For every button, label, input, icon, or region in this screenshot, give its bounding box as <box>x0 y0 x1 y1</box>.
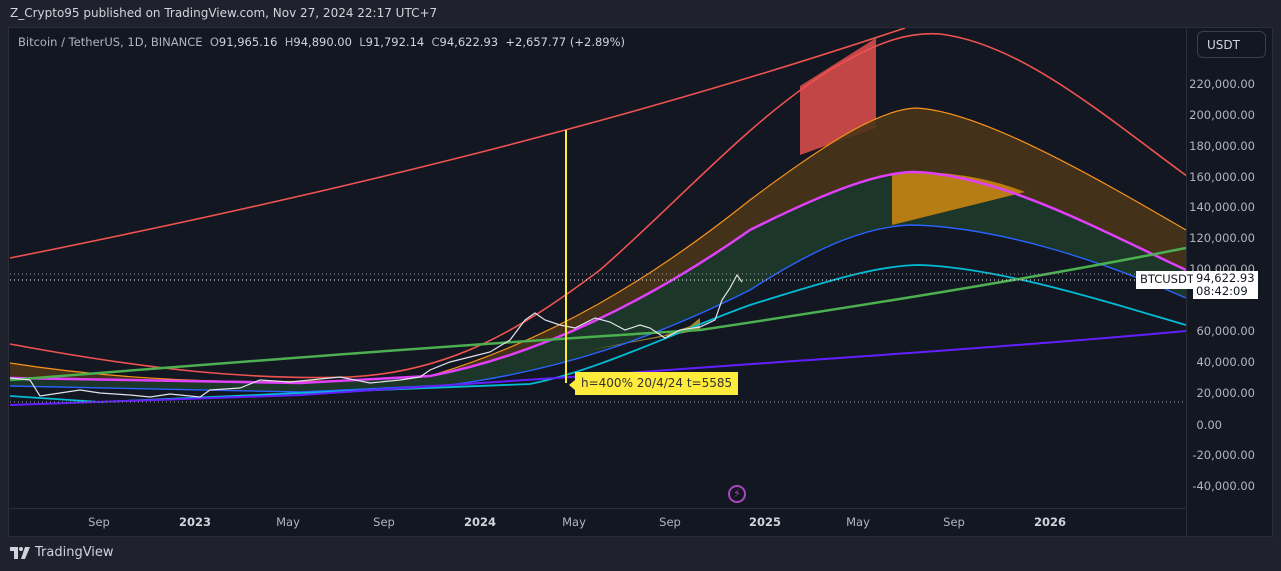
brand-label: TradingView <box>35 545 114 560</box>
y-tick: -40,000.00 <box>1192 479 1255 493</box>
x-tick: 2024 <box>463 515 497 529</box>
open-value: 91,965.16 <box>218 35 278 49</box>
x-tick: 2026 <box>1033 515 1067 529</box>
outer-red-line <box>9 28 906 259</box>
y-tick: 220,000.00 <box>1189 77 1255 91</box>
y-tick: 0.00 <box>1196 418 1222 432</box>
blue-line <box>9 224 1186 393</box>
high-value: 94,890.00 <box>293 35 352 49</box>
y-tick: -20,000.00 <box>1192 448 1255 462</box>
x-tick: May <box>276 515 300 529</box>
y-tick: 200,000.00 <box>1189 108 1255 122</box>
y-tick: 20,000.00 <box>1196 386 1255 400</box>
red-arc-line <box>9 32 1186 379</box>
bar-countdown: 08:42:09 <box>1196 284 1248 298</box>
price-series <box>9 273 743 398</box>
x-tick: Sep <box>659 515 681 529</box>
chart-canvas[interactable] <box>9 28 1186 508</box>
symbol-price-tag: BTCUSDT <box>1136 271 1198 289</box>
publish-info: Z_Crypto95 published on TradingView.com,… <box>10 6 438 20</box>
x-tick: 2025 <box>748 515 782 529</box>
annotation-label[interactable]: h=400% 20/4/24 t=5585 <box>568 372 739 395</box>
currency-button[interactable]: USDT <box>1197 31 1266 58</box>
green-line <box>9 246 1186 382</box>
x-tick: 2023 <box>178 515 212 529</box>
symbol-label[interactable]: Bitcoin / TetherUS, 1D, BINANCE <box>18 35 203 49</box>
change-value: +2,657.77 (+2.89%) <box>505 35 626 49</box>
red-fill-zone <box>800 38 876 155</box>
y-tick: 140,000.00 <box>1189 200 1255 214</box>
x-tick: Sep <box>373 515 395 529</box>
ohlc-legend: Bitcoin / TetherUS, 1D, BINANCE O91,965.… <box>18 35 626 49</box>
low-value: 91,792.14 <box>365 35 425 49</box>
x-tick: May <box>562 515 586 529</box>
x-tick: Sep <box>943 515 965 529</box>
tradingview-logo-icon <box>10 546 30 559</box>
lightning-event-icon[interactable]: ⚡ <box>728 485 746 503</box>
last-price: 94,622.93 <box>1196 271 1255 285</box>
x-tick: Sep <box>88 515 110 529</box>
purple-line <box>9 330 1186 406</box>
y-tick: 120,000.00 <box>1189 231 1255 245</box>
y-tick: 40,000.00 <box>1196 355 1255 369</box>
close-value: 94,622.93 <box>439 35 499 49</box>
tradingview-brand[interactable]: TradingView <box>10 545 114 560</box>
time-axis-divider <box>8 508 1186 509</box>
y-tick: 60,000.00 <box>1196 324 1255 338</box>
cyan-line <box>9 264 1186 403</box>
x-tick: May <box>846 515 870 529</box>
green-band-fill <box>10 172 1186 392</box>
y-tick: 160,000.00 <box>1189 170 1255 184</box>
y-tick: 180,000.00 <box>1189 139 1255 153</box>
last-price-label: 94,622.93 08:42:09 <box>1193 271 1258 299</box>
